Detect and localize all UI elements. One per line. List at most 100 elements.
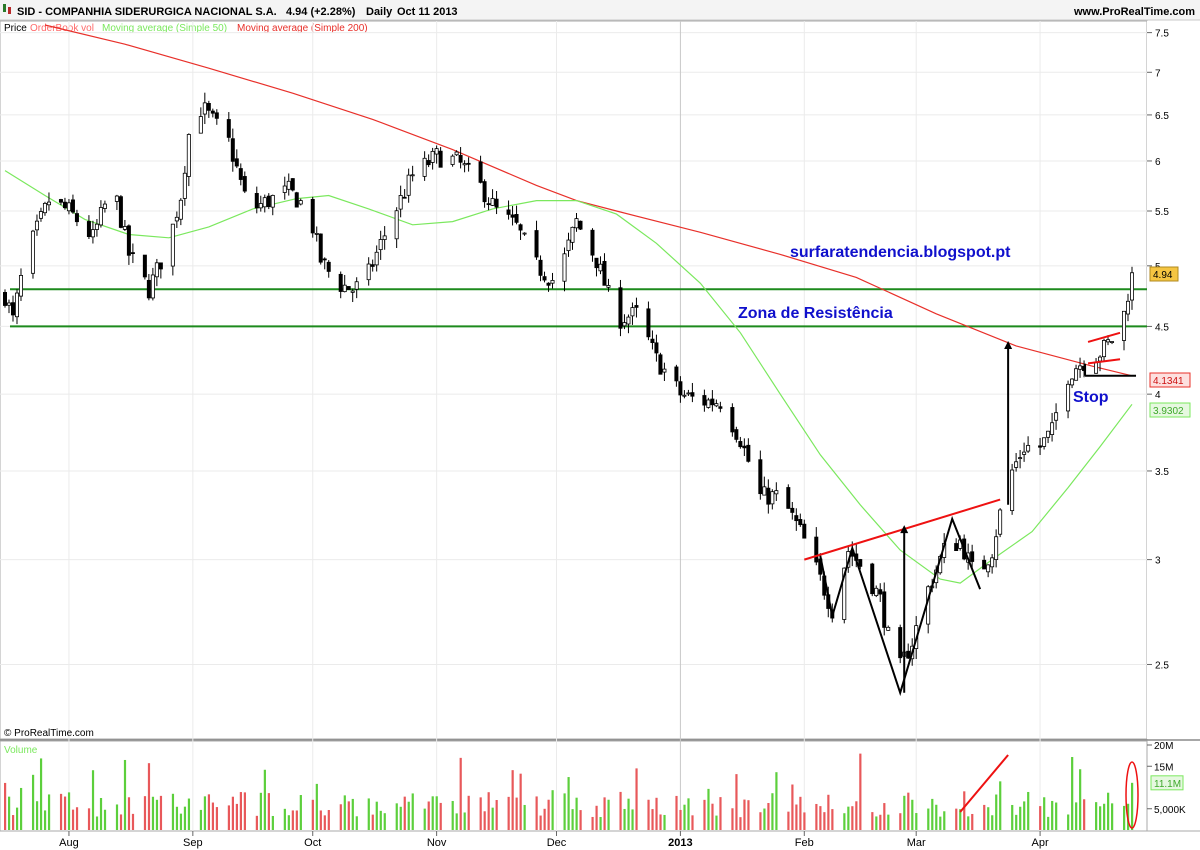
volume-highlight-circle <box>1125 761 1139 829</box>
volume-bar <box>1039 806 1042 830</box>
volume-bar <box>575 797 578 830</box>
candle-body <box>62 201 67 209</box>
volume-bar <box>403 796 406 830</box>
candle-body <box>314 233 319 235</box>
candle-body <box>634 305 639 308</box>
candle-body <box>590 229 595 256</box>
volume-bar <box>827 794 830 830</box>
svg-text:3.9302: 3.9302 <box>1153 406 1184 417</box>
volume-bar <box>847 806 850 830</box>
candle-body <box>146 279 151 299</box>
candle-body <box>706 399 711 408</box>
measure-arrow-head-2 <box>1004 340 1013 349</box>
volume-bar <box>543 808 546 830</box>
candle-body <box>1122 310 1127 341</box>
legend-price: Price <box>4 23 27 34</box>
candle-body <box>1054 412 1059 421</box>
volume-bar <box>911 799 914 830</box>
candle-body <box>182 172 187 199</box>
volume-bar <box>1023 801 1026 830</box>
candle-body <box>510 214 515 218</box>
candle-body <box>258 203 263 209</box>
volume-bar <box>1055 802 1058 830</box>
volume-bar <box>371 814 374 830</box>
volume-bar <box>171 793 175 830</box>
volume-bar <box>819 806 822 830</box>
candle-body <box>70 199 75 213</box>
candle-body <box>618 287 623 329</box>
volume-bar <box>459 757 462 830</box>
volume-bar <box>715 815 718 830</box>
candle-body <box>242 176 247 192</box>
candle-body <box>478 161 483 183</box>
candle-body <box>1074 368 1079 381</box>
volume-bar <box>487 792 490 830</box>
volume-bar <box>435 796 438 830</box>
volume-bar <box>703 799 706 830</box>
candle-body <box>898 627 903 659</box>
candle-body <box>150 274 155 299</box>
volume-bar <box>407 801 410 830</box>
candle-body <box>1102 340 1107 358</box>
volume-bar <box>563 793 566 830</box>
flag-bottom-line <box>1087 358 1121 365</box>
volume-bar <box>775 772 778 830</box>
volume-bar <box>343 795 346 830</box>
volume-bar <box>383 813 386 830</box>
volume-bar <box>119 814 123 830</box>
volume-label: Volume <box>4 745 38 756</box>
candle-body <box>34 220 39 231</box>
ma50-price-tag: 3.9302 <box>1149 402 1191 418</box>
volume-bar <box>1015 814 1018 830</box>
ma200-price-tag: 4.1341 <box>1149 372 1191 388</box>
volume-bar <box>887 814 890 830</box>
candle-body <box>1110 341 1115 343</box>
candle-body <box>858 559 863 567</box>
date-label: Oct 11 2013 <box>397 6 458 18</box>
volume-bar <box>299 795 302 830</box>
volume-bar <box>227 805 231 830</box>
candle-body <box>198 116 203 134</box>
volume-bar <box>67 792 71 830</box>
volume-bar <box>439 802 442 830</box>
candle-body <box>1042 437 1047 447</box>
volume-last-label: 11.1M <box>1154 779 1181 790</box>
candle-body <box>730 407 735 433</box>
volume-bar <box>815 803 818 830</box>
volume-bar <box>943 811 946 830</box>
candle-body <box>982 559 987 570</box>
volume-bar <box>875 816 878 830</box>
volume-bar <box>1067 814 1070 830</box>
candle-body <box>998 509 1003 535</box>
volume-bar <box>707 788 710 830</box>
candle-body <box>466 162 471 165</box>
legend-ma50: Moving average (Simple 50) <box>102 23 227 34</box>
candle-body <box>954 543 959 552</box>
candle-body <box>486 203 491 206</box>
blog-annotation: surfaratendencia.blogspot.pt <box>790 244 1011 261</box>
volume-bar <box>231 796 234 830</box>
volume-bar <box>619 791 622 830</box>
price-tick-label: 2.5 <box>1155 660 1169 671</box>
website-label[interactable]: www.ProRealTime.com <box>1073 6 1195 18</box>
candle-body <box>174 216 179 222</box>
copyright-label: © ProRealTime.com <box>4 728 94 739</box>
volume-bar <box>687 798 690 830</box>
volume-tick-label: 20M <box>1154 741 1173 752</box>
volume-bar <box>795 804 798 830</box>
volume-bar <box>4 782 7 830</box>
volume-bar <box>31 774 35 830</box>
volume-bar <box>995 794 998 830</box>
candle-body <box>734 429 739 440</box>
price-tick-label: 7.5 <box>1155 29 1169 40</box>
volume-bar <box>143 796 147 830</box>
volume-bar <box>115 804 119 830</box>
volume-bar <box>19 787 23 830</box>
volume-bar <box>1107 792 1110 830</box>
volume-bar <box>1083 799 1086 830</box>
candle-body <box>874 587 879 596</box>
volume-bar <box>907 792 910 830</box>
candle-body <box>402 196 407 199</box>
candle-body <box>294 192 299 208</box>
candle-body <box>14 292 19 318</box>
